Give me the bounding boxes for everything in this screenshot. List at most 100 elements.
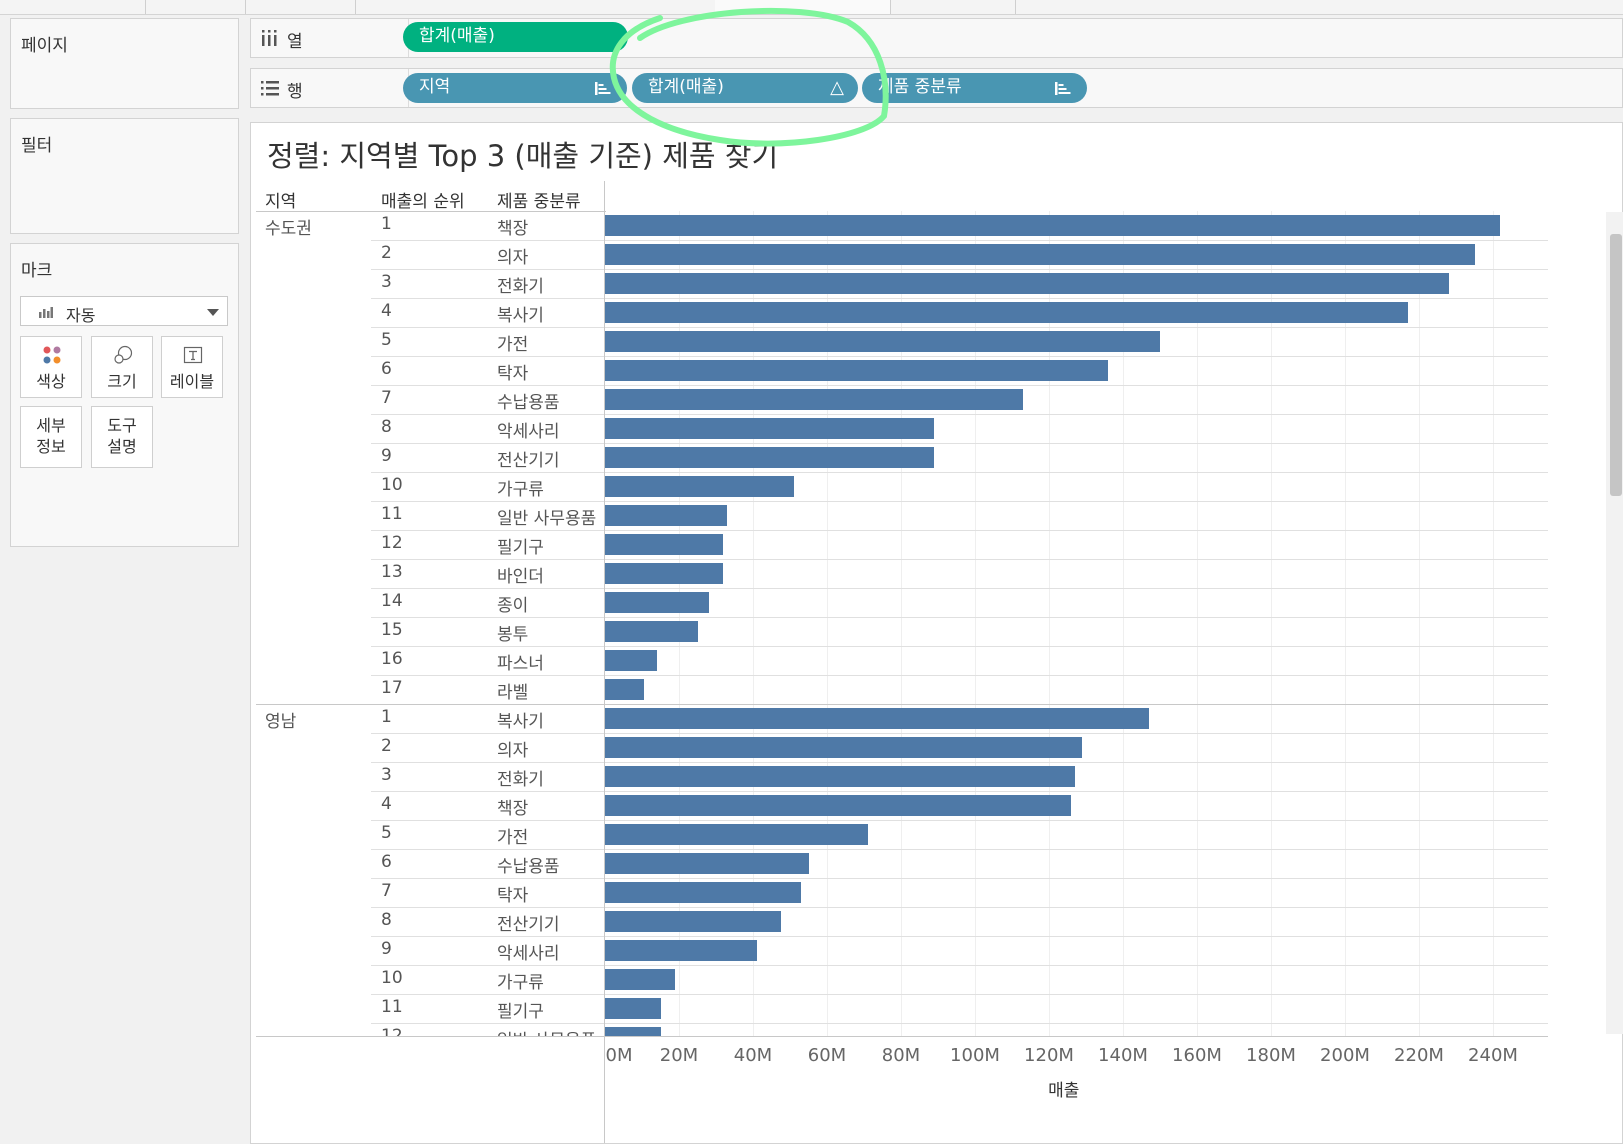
subcategory-cell[interactable]: 악세사리 xyxy=(497,422,560,442)
sales-bar[interactable] xyxy=(605,273,1449,294)
rank-cell[interactable]: 12 xyxy=(381,533,403,553)
rank-cell[interactable]: 2 xyxy=(381,243,392,263)
sales-bar[interactable] xyxy=(605,534,724,555)
subcategory-cell[interactable]: 수납용품 xyxy=(497,393,560,413)
region-label[interactable]: 영남 xyxy=(265,712,297,732)
rank-cell[interactable]: 2 xyxy=(381,736,392,756)
subcategory-cell[interactable]: 의자 xyxy=(497,741,529,761)
color-button[interactable]: 색상 xyxy=(20,336,82,398)
subcategory-cell[interactable]: 의자 xyxy=(497,248,529,268)
rank-cell[interactable]: 9 xyxy=(381,446,392,466)
subcategory-cell[interactable]: 탁자 xyxy=(497,364,529,384)
rows-pill-region[interactable]: 지역 xyxy=(403,73,627,103)
rank-cell[interactable]: 13 xyxy=(381,562,403,582)
rank-cell[interactable]: 10 xyxy=(381,968,403,988)
subcategory-cell[interactable]: 복사기 xyxy=(497,712,544,732)
rank-cell[interactable]: 4 xyxy=(381,301,392,321)
detail-button[interactable]: 세부 정보 xyxy=(20,406,82,468)
rank-cell[interactable]: 14 xyxy=(381,591,403,611)
subcategory-cell[interactable]: 파스너 xyxy=(497,654,544,674)
rank-cell[interactable]: 11 xyxy=(381,997,403,1017)
pages-card[interactable]: 페이지 xyxy=(10,18,239,109)
subcategory-cell[interactable]: 가구류 xyxy=(497,480,544,500)
sales-bar[interactable] xyxy=(605,447,935,468)
subcategory-cell[interactable]: 악세사리 xyxy=(497,944,560,964)
sales-bar[interactable] xyxy=(605,360,1109,381)
sales-bar[interactable] xyxy=(605,824,868,845)
rank-cell[interactable]: 16 xyxy=(381,649,403,669)
sales-bar[interactable] xyxy=(605,998,661,1019)
subcategory-cell[interactable]: 수납용품 xyxy=(497,857,560,877)
region-label[interactable]: 수도권 xyxy=(265,219,312,239)
vertical-scrollbar-thumb[interactable] xyxy=(1610,234,1622,496)
sales-bar[interactable] xyxy=(605,1027,661,1036)
sales-bar[interactable] xyxy=(605,592,709,613)
sales-bar[interactable] xyxy=(605,563,724,584)
size-button[interactable]: 크기 xyxy=(91,336,153,398)
rank-cell[interactable]: 11 xyxy=(381,504,403,524)
rank-cell[interactable]: 17 xyxy=(381,678,403,698)
header-rank[interactable]: 매출의 순위 xyxy=(381,192,465,212)
sales-bar[interactable] xyxy=(605,708,1149,729)
sales-bar[interactable] xyxy=(605,650,657,671)
rank-cell[interactable]: 7 xyxy=(381,881,392,901)
sales-bar[interactable] xyxy=(605,969,676,990)
subcategory-cell[interactable]: 필기구 xyxy=(497,538,544,558)
rank-cell[interactable]: 5 xyxy=(381,823,392,843)
rank-cell[interactable]: 6 xyxy=(381,852,392,872)
sales-bar[interactable] xyxy=(605,911,781,932)
sales-bar[interactable] xyxy=(605,331,1160,352)
subcategory-cell[interactable]: 일반 사무용품 xyxy=(497,509,597,529)
sales-bar[interactable] xyxy=(605,418,935,439)
subcategory-cell[interactable]: 전화기 xyxy=(497,277,544,297)
subcategory-cell[interactable]: 복사기 xyxy=(497,306,544,326)
label-button[interactable]: 레이블 xyxy=(161,336,223,398)
sales-bar[interactable] xyxy=(605,766,1075,787)
rows-pill-subcategory[interactable]: 제품 중분류 xyxy=(862,73,1087,103)
subcategory-cell[interactable]: 탁자 xyxy=(497,886,529,906)
filters-card[interactable]: 필터 xyxy=(10,118,239,234)
rank-cell[interactable]: 5 xyxy=(381,330,392,350)
rank-cell[interactable]: 10 xyxy=(381,475,403,495)
subcategory-cell[interactable]: 가구류 xyxy=(497,973,544,993)
sales-bar[interactable] xyxy=(605,244,1475,265)
rank-cell[interactable]: 8 xyxy=(381,417,392,437)
sales-bar[interactable] xyxy=(605,853,809,874)
rank-cell[interactable]: 7 xyxy=(381,388,392,408)
subcategory-cell[interactable]: 책장 xyxy=(497,799,529,819)
subcategory-cell[interactable]: 가전 xyxy=(497,828,529,848)
header-region[interactable]: 지역 xyxy=(265,192,297,212)
subcategory-cell[interactable]: 종이 xyxy=(497,596,529,616)
rank-cell[interactable]: 1 xyxy=(381,707,392,727)
tooltip-button[interactable]: 도구 설명 xyxy=(91,406,153,468)
rows-pill-sum-sales-table-calc[interactable]: 합계(매출) △ xyxy=(632,73,858,103)
subcategory-cell[interactable]: 라벨 xyxy=(497,683,529,703)
header-subcategory[interactable]: 제품 중분류 xyxy=(497,192,581,212)
subcategory-cell[interactable]: 봉투 xyxy=(497,625,529,645)
rank-cell[interactable]: 8 xyxy=(381,910,392,930)
rank-cell[interactable]: 6 xyxy=(381,359,392,379)
subcategory-cell[interactable]: 전산기기 xyxy=(497,451,560,471)
sales-bar[interactable] xyxy=(605,795,1072,816)
columns-pill-sum-sales[interactable]: 합계(매출) xyxy=(403,22,628,52)
sales-bar[interactable] xyxy=(605,215,1501,236)
sales-bar[interactable] xyxy=(605,940,757,961)
sales-bar[interactable] xyxy=(605,389,1024,410)
sales-bar[interactable] xyxy=(605,302,1408,323)
subcategory-cell[interactable]: 책장 xyxy=(497,219,529,239)
subcategory-cell[interactable]: 전산기기 xyxy=(497,915,560,935)
sales-bar[interactable] xyxy=(605,621,698,642)
subcategory-cell[interactable]: 필기구 xyxy=(497,1002,544,1022)
rank-cell[interactable]: 3 xyxy=(381,272,392,292)
worksheet-view[interactable]: 정렬: 지역별 Top 3 (매출 기준) 제품 찾기 지역 매출의 순위 제품… xyxy=(250,122,1623,1144)
sales-bar[interactable] xyxy=(605,476,794,497)
rank-cell[interactable]: 3 xyxy=(381,765,392,785)
sales-bar[interactable] xyxy=(605,882,802,903)
mark-type-dropdown[interactable]: 자동 xyxy=(20,296,228,326)
subcategory-cell[interactable]: 전화기 xyxy=(497,770,544,790)
sales-bar[interactable] xyxy=(605,679,644,700)
subcategory-cell[interactable]: 바인더 xyxy=(497,567,544,587)
subcategory-cell[interactable]: 가전 xyxy=(497,335,529,355)
rank-cell[interactable]: 1 xyxy=(381,214,392,234)
sales-bar[interactable] xyxy=(605,505,728,526)
